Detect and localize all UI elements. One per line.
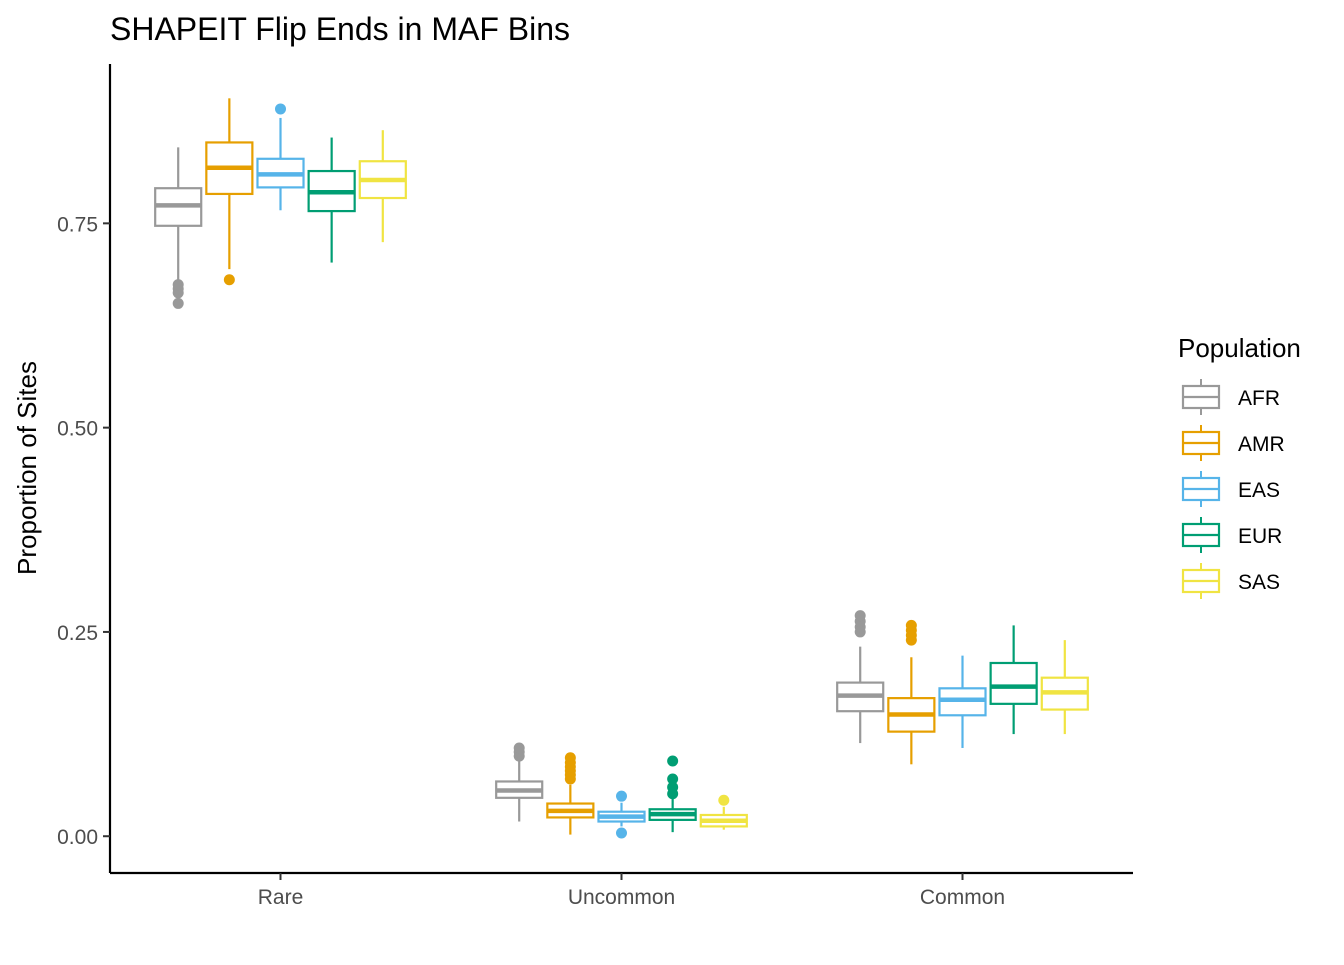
legend-label: SAS xyxy=(1238,571,1280,594)
outlier-point xyxy=(616,790,627,802)
box-afr-uncommon xyxy=(495,742,544,822)
outlier-point xyxy=(667,781,679,793)
legend-item-amr: AMR xyxy=(1181,425,1285,461)
box-amr-common xyxy=(887,619,936,765)
outlier-point xyxy=(172,279,184,291)
x-tick-label: Rare xyxy=(258,886,304,909)
outlier-point xyxy=(513,742,525,754)
outlier-point xyxy=(667,773,679,785)
box-amr-rare xyxy=(205,98,254,286)
box-sas-common xyxy=(1040,640,1089,735)
box-eur-common xyxy=(989,625,1038,735)
box-eur-uncommon xyxy=(648,755,697,833)
legend-label: EAS xyxy=(1238,479,1280,502)
legend-title: Population xyxy=(1178,333,1301,363)
box-eas-uncommon xyxy=(597,790,646,839)
legend: Population AFR AMR EAS EUR SAS xyxy=(1178,333,1301,599)
outlier-point xyxy=(718,794,730,806)
box-afr-common xyxy=(836,610,885,744)
y-tick-label: 0.50 xyxy=(57,418,98,441)
legend-label: AMR xyxy=(1238,433,1285,456)
x-tick-label: Common xyxy=(920,886,1005,909)
box-eur-rare xyxy=(307,137,356,263)
box-sas-rare xyxy=(358,130,407,243)
axes: 0.00 0.25 0.50 0.75 Rare Uncommon Common xyxy=(57,64,1133,909)
outlier-point xyxy=(172,297,184,309)
legend-item-sas: SAS xyxy=(1181,563,1280,599)
outlier-point xyxy=(223,274,235,286)
outlier-point xyxy=(564,752,576,764)
legend-label: AFR xyxy=(1238,387,1280,410)
legend-label: EUR xyxy=(1238,525,1282,548)
outlier-point xyxy=(905,619,917,631)
outlier-point xyxy=(854,610,866,622)
box-groups xyxy=(154,98,1089,839)
box-amr-uncommon xyxy=(546,752,595,835)
y-axis-label: Proportion of Sites xyxy=(12,361,42,575)
y-tick-label: 0.00 xyxy=(57,826,98,849)
y-tick-label: 0.25 xyxy=(57,622,98,645)
y-tick-label: 0.75 xyxy=(57,213,98,236)
box-iqr xyxy=(989,661,1038,705)
legend-item-eas: EAS xyxy=(1181,471,1280,507)
box-eas-rare xyxy=(256,103,305,211)
outlier-point xyxy=(667,755,679,767)
chart-title: SHAPEIT Flip Ends in MAF Bins xyxy=(110,11,570,47)
x-tick-label: Uncommon xyxy=(568,886,675,909)
box-afr-rare xyxy=(154,147,203,309)
legend-item-eur: EUR xyxy=(1181,517,1282,553)
outlier-point xyxy=(616,827,627,839)
legend-item-afr: AFR xyxy=(1181,379,1280,415)
outlier-point xyxy=(275,103,286,115)
box-sas-uncommon xyxy=(699,794,748,830)
box-eas-common xyxy=(938,655,987,748)
